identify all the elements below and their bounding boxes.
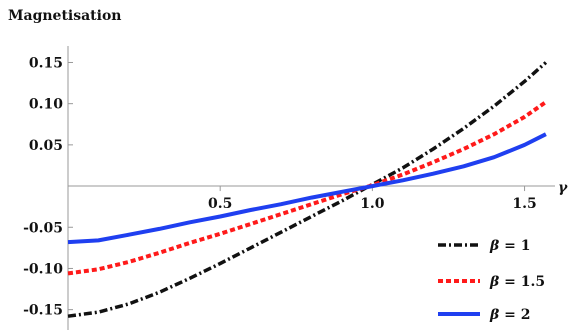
y-tick-label: -0.10 <box>23 261 63 277</box>
x-tick-label: 0.5 <box>208 196 232 212</box>
series-layer <box>67 61 548 318</box>
y-tick-label: 0.15 <box>29 55 63 71</box>
legend: β = 1 β = 1.5 β = 2 <box>438 238 545 323</box>
y-axis-title: Magnetisation <box>8 8 121 24</box>
axes: 0.15 0.10 0.05 -0.05 -0.10 -0.15 0.5 1.0 1.5 <box>23 46 555 330</box>
y-tick-label: 0.10 <box>29 97 63 113</box>
x-tick-label: 1.5 <box>512 196 536 212</box>
legend-label: β = 1.5 <box>489 274 545 290</box>
legend-label: β = 2 <box>489 307 531 323</box>
series-line-1 <box>67 61 548 318</box>
legend-label: β = 1 <box>489 238 531 254</box>
y-tick-label: 0.05 <box>29 138 63 154</box>
y-tick-label: -0.15 <box>23 303 63 319</box>
series-line-3 <box>67 132 547 245</box>
x-axis-title: γ <box>558 180 568 196</box>
x-tick-label: 1.0 <box>360 196 385 212</box>
series-line-2 <box>67 100 548 276</box>
y-tick-label: -0.05 <box>23 220 63 236</box>
